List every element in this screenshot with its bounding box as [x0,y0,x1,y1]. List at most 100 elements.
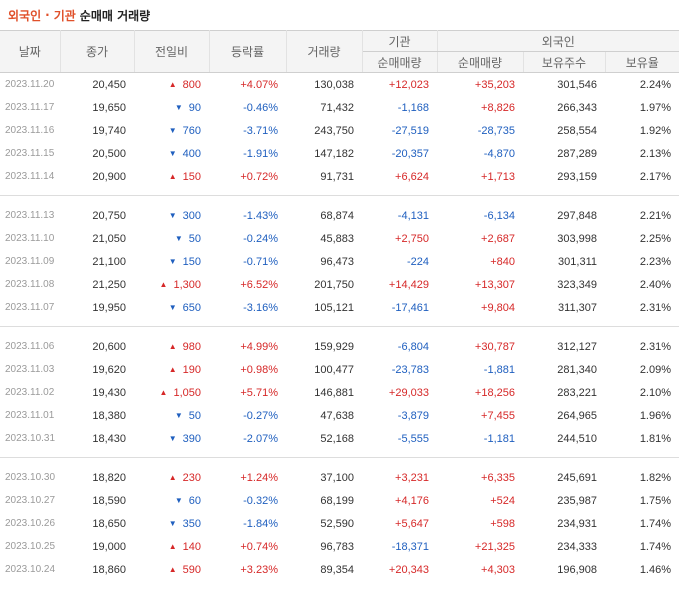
cell-date: 2023.10.26 [5,518,56,529]
cell-change-value: 650 [182,301,201,314]
cell-change-value: 230 [182,471,201,484]
cell-volume: 37,100 [320,471,354,484]
cell-holding-ratio: 2.21% [639,209,672,222]
cell-foreign-net: +21,325 [474,540,515,553]
cell-institution-net: -224 [406,255,429,268]
cell-change-value: 50 [188,232,201,245]
cell-date: 2023.11.16 [5,125,55,136]
cell-change-value: 50 [188,409,201,422]
cell-date: 2023.11.03 [5,364,55,375]
cell-date: 2023.11.17 [5,102,55,113]
cell-holdings: 258,554 [557,124,597,137]
cell-holdings: 281,340 [557,363,597,376]
group-spacer [0,458,679,466]
cell-change: ▼ 300 [134,204,209,227]
group-spacer [0,319,679,327]
table-row: 2023.11.13 20,750 ▼ 300 -1.43% 68,874 -4,131 -6… [0,204,679,227]
cell-holdings: 244,510 [557,432,597,445]
cell-change-value: 1,050 [173,386,201,399]
cell-holding-ratio: 1.92% [639,124,672,137]
cell-volume: 47,638 [320,409,354,422]
cell-volume: 71,432 [320,101,354,114]
col-holding-ratio: 보유율 [605,51,679,73]
cell-foreign-net: +7,455 [481,409,515,422]
cell-change-value: 300 [182,209,201,222]
cell-change-value: 800 [182,78,201,91]
cell-change: ▲ 1,050 [134,381,209,404]
cell-holding-ratio: 2.25% [639,232,672,245]
cell-volume: 105,121 [314,301,354,314]
cell-date: 2023.11.07 [5,302,55,313]
table-row: 2023.11.15 20,500 ▼ 400 -1.91% 147,182 -20,357… [0,142,679,165]
cell-rate: -1.91% [243,147,278,160]
cell-rate: -1.43% [243,209,278,222]
cell-change-value: 590 [182,563,201,576]
cell-change: ▲ 230 [134,466,209,489]
down-arrow-icon: ▼ [168,433,177,443]
cell-volume: 96,783 [320,540,354,553]
cell-holding-ratio: 2.10% [639,386,672,399]
cell-foreign-net: -28,735 [477,124,515,137]
cell-date: 2023.11.01 [5,410,55,421]
col-rate: 등락률 [209,30,287,73]
cell-institution-net: -27,519 [391,124,429,137]
cell-holdings: 323,349 [557,278,597,291]
cell-holding-ratio: 1.74% [639,517,672,530]
cell-close: 18,650 [92,517,126,530]
cell-close: 18,860 [92,563,126,576]
cell-change: ▲ 800 [134,73,209,97]
cell-rate: +3.23% [240,563,278,576]
cell-close: 20,600 [92,340,126,353]
title-institution: 기관 [53,8,76,23]
cell-holdings: 303,998 [557,232,597,245]
cell-volume: 201,750 [314,278,354,291]
cell-close: 19,620 [92,363,126,376]
cell-date: 2023.10.27 [5,495,56,506]
cell-volume: 91,731 [320,170,354,183]
cell-holdings: 264,965 [557,409,597,422]
col-volume: 거래량 [286,30,363,73]
cell-holdings: 235,987 [557,494,597,507]
cell-holding-ratio: 2.40% [639,278,672,291]
cell-institution-net: +14,429 [388,278,429,291]
cell-date: 2023.11.08 [5,279,55,290]
cell-change: ▼ 50 [134,227,209,250]
cell-close: 21,250 [92,278,126,291]
cell-rate: -0.46% [243,101,278,114]
cell-volume: 96,473 [320,255,354,268]
cell-holding-ratio: 1.97% [639,101,672,114]
cell-institution-net: +3,231 [395,471,429,484]
cell-holdings: 266,343 [557,101,597,114]
cell-institution-net: -5,555 [397,432,429,445]
cell-institution-net: +29,033 [388,386,429,399]
cell-institution-net: -3,879 [397,409,429,422]
table-row: 2023.10.31 18,430 ▼ 390 -2.07% 52,168 -5,555 -1… [0,427,679,450]
cell-close: 21,100 [92,255,126,268]
cell-holding-ratio: 1.96% [639,409,672,422]
cell-holdings: 293,159 [557,170,597,183]
cell-holding-ratio: 2.23% [639,255,672,268]
group-spacer [0,196,679,204]
cell-close: 19,650 [92,101,126,114]
cell-rate: +0.72% [240,170,278,183]
down-arrow-icon: ▼ [174,410,183,420]
cell-close: 21,050 [92,232,126,245]
cell-rate: +4.07% [240,78,278,91]
cell-change-value: 150 [182,255,201,268]
table-row: 2023.11.03 19,620 ▲ 190 +0.98% 100,477 -23,783… [0,358,679,381]
table-body: 2023.11.20 20,450 ▲ 800 +4.07% 130,038 +12,023… [0,73,679,582]
table-row: 2023.11.06 20,600 ▲ 980 +4.99% 159,929 -6,804 +… [0,335,679,358]
col-group-foreign: 외국인 [437,30,679,52]
down-arrow-icon: ▼ [174,495,183,505]
cell-foreign-net: +840 [490,255,515,268]
col-change: 전일비 [134,30,210,73]
cell-rate: +0.98% [240,363,278,376]
cell-change: ▲ 980 [134,335,209,358]
down-arrow-icon: ▼ [168,125,177,135]
cell-change: ▼ 350 [134,512,209,535]
table-row: 2023.10.27 18,590 ▼ 60 -0.32% 68,199 +4,176 +52… [0,489,679,512]
table-row: 2023.10.26 18,650 ▼ 350 -1.84% 52,590 +5,647 +5… [0,512,679,535]
cell-change-value: 980 [182,340,201,353]
cell-institution-net: +6,624 [395,170,429,183]
cell-volume: 159,929 [314,340,354,353]
